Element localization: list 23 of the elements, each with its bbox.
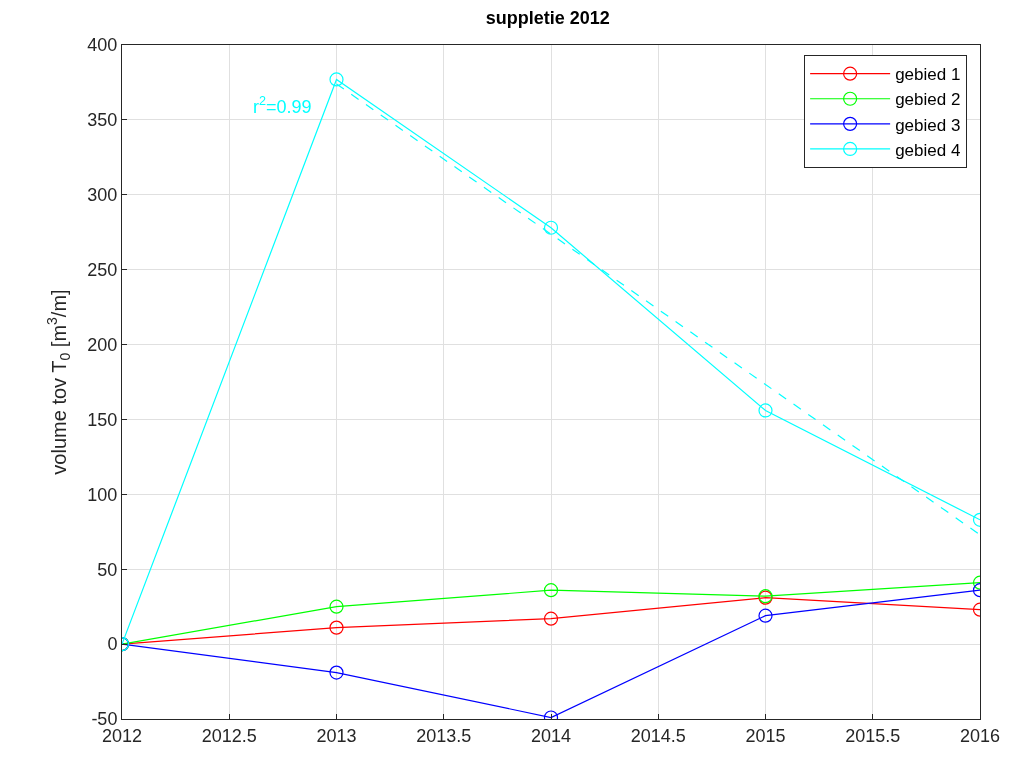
- x-tick-label: 2015.5: [845, 725, 901, 746]
- y-tick-label: 400: [87, 35, 118, 56]
- x-tick-label: 2014.5: [630, 725, 686, 746]
- y-tick-label: 50: [97, 559, 118, 580]
- legend-label: gebied 3: [895, 115, 961, 135]
- x-tick-label: 2013.5: [416, 725, 472, 746]
- legend-label: gebied 4: [895, 140, 961, 160]
- y-tick-label: 250: [87, 259, 118, 280]
- chart-title: suppletie 2012: [485, 8, 610, 29]
- y-tick-label: 150: [87, 409, 118, 430]
- y-tick-label: 200: [87, 334, 118, 355]
- legend-label: gebied 2: [895, 90, 961, 110]
- x-tick-label: 2012.5: [201, 725, 257, 746]
- x-tick-label: 2016: [959, 725, 1001, 746]
- y-tick-label: 100: [87, 484, 118, 505]
- y-tick-label: 300: [87, 185, 118, 206]
- y-tick-label: 0: [107, 634, 118, 655]
- legend-label: gebied 1: [895, 65, 961, 85]
- x-tick-label: 2013: [316, 725, 357, 746]
- y-tick-label: 350: [87, 110, 118, 131]
- x-tick-label: 2015: [745, 725, 786, 746]
- annotation: r$^{2}$=0.99: [253, 94, 312, 117]
- x-tick-label: 2014: [530, 725, 572, 746]
